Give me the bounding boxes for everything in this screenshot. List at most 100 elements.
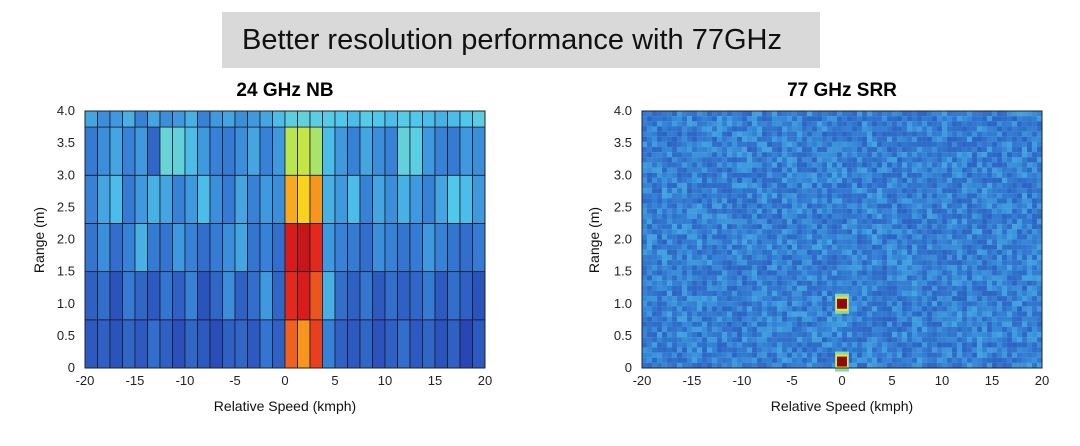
heatmap-cell: [941, 285, 948, 292]
heatmap-cell: [666, 249, 673, 256]
heatmap-cell: [986, 316, 993, 323]
heatmap-cell: [706, 172, 713, 179]
heatmap-cell: [676, 254, 683, 261]
heatmap-cell: [976, 265, 983, 271]
heatmap-cell: [756, 218, 763, 225]
heatmap-cell: [736, 121, 743, 127]
heatmap-cell: [721, 208, 728, 215]
heatmap-cell: [931, 157, 938, 163]
heatmap-cell: [726, 280, 733, 287]
heatmap-cell: [826, 218, 833, 225]
heatmap-cell: [971, 331, 978, 338]
heatmap-cell: [731, 198, 738, 204]
heatmap-cell: [851, 342, 858, 348]
heatmap-cell: [651, 115, 658, 122]
heatmap-cell: [891, 172, 898, 179]
heatmap-cell: [921, 259, 928, 266]
heatmap-cell: [811, 311, 818, 317]
heatmap-cell: [896, 275, 903, 281]
heatmap-cell: [806, 234, 813, 240]
heatmap-cell: [931, 115, 938, 122]
heatmap-cell: [751, 162, 758, 168]
heatmap-cell: [676, 157, 683, 163]
heatmap-cell: [134, 319, 148, 369]
heatmap-cell: [866, 290, 873, 297]
heatmap-cell: [836, 244, 843, 251]
heatmap-cell: [921, 347, 928, 353]
heatmap-cell: [966, 187, 973, 194]
heatmap-cell: [861, 172, 868, 179]
heatmap-cell: [821, 115, 828, 122]
heatmap-cell: [991, 162, 998, 168]
heatmap-cell: [846, 342, 853, 348]
heatmap-cell: [986, 249, 993, 256]
heatmap-cell: [936, 270, 943, 276]
heatmap-cell: [861, 352, 868, 359]
heatmap-cell: [881, 285, 888, 292]
heatmap-cell: [951, 172, 958, 179]
heatmap-cell: [871, 110, 878, 117]
heatmap-cell: [676, 177, 683, 184]
heatmap-cell: [801, 157, 808, 163]
heatmap-cell: [866, 208, 873, 215]
heatmap-cell: [941, 136, 948, 143]
heatmap-cell: [347, 319, 361, 369]
heatmap-cell: [981, 259, 988, 266]
heatmap-cell: [886, 316, 893, 323]
heatmap-cell: [906, 311, 913, 317]
heatmap-cell: [1001, 110, 1008, 117]
heatmap-cell: [711, 110, 718, 117]
heatmap-cell: [801, 110, 808, 117]
heatmap-cell: [956, 223, 963, 230]
heatmap-cell: [731, 337, 738, 343]
heatmap-cell: [831, 110, 838, 117]
heatmap-cell: [656, 311, 663, 317]
heatmap-cell: [197, 126, 211, 176]
heatmap-cell: [796, 244, 803, 251]
heatmap-cell: [841, 126, 848, 132]
heatmap-cell: [711, 301, 718, 307]
heatmap-cell: [701, 280, 708, 287]
heatmap-cell: [676, 362, 683, 369]
heatmap-cell: [936, 352, 943, 359]
heatmap-cell: [736, 244, 743, 251]
heatmap-cell: [656, 218, 663, 225]
heatmap-cell: [881, 203, 888, 210]
heatmap-cell: [1021, 126, 1028, 132]
heatmap-cell: [1036, 259, 1043, 266]
heatmap-cell: [916, 157, 923, 163]
heatmap-cell: [996, 280, 1003, 287]
heatmap-cell: [781, 213, 788, 220]
heatmap-cell: [826, 254, 833, 261]
heatmap-cell: [297, 271, 311, 321]
heatmap-cell: [911, 290, 918, 297]
heatmap-cell: [946, 306, 953, 312]
heatmap-cell: [836, 321, 843, 328]
heatmap-cell: [726, 254, 733, 261]
heatmap-cell: [1031, 311, 1038, 317]
heatmap-cell: [811, 136, 818, 143]
heatmap-cell: [826, 177, 833, 184]
heatmap-cell: [97, 319, 111, 369]
heatmap-cell: [971, 342, 978, 348]
heatmap-cell: [1006, 136, 1013, 143]
heatmap-cell: [661, 157, 668, 163]
heatmap-cell: [916, 229, 923, 235]
heatmap-cell: [846, 151, 853, 158]
heatmap-cell: [886, 352, 893, 359]
heatmap-cell: [941, 193, 948, 199]
heatmap-cell: [691, 275, 698, 281]
heatmap-cell: [991, 177, 998, 184]
heatmap-cell: [1026, 280, 1033, 287]
heatmap-cell: [706, 285, 713, 292]
heatmap-cell: [1021, 193, 1028, 199]
heatmap-cell: [991, 126, 998, 132]
heatmap-cell: [966, 229, 973, 235]
heatmap-cell: [901, 331, 908, 338]
heatmap-cell: [846, 259, 853, 266]
heatmap-cell: [821, 275, 828, 281]
heatmap-cell: [856, 131, 863, 138]
heatmap-cell: [1016, 177, 1023, 184]
heatmap-cell: [691, 208, 698, 215]
heatmap-cell: [946, 126, 953, 132]
